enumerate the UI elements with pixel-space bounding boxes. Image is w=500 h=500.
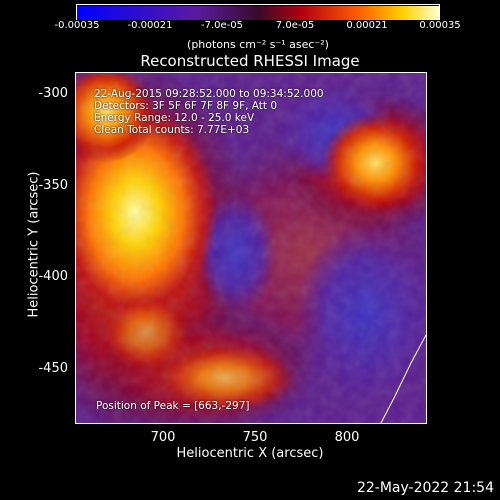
detectors-text: Detectors: 3F 5F 6F 7F 8F 9F, Att 0 [94,100,278,112]
plot-title: Reconstructed RHESSI Image [140,52,360,70]
y-axis-label: Heliocentric Y (arcsec) [26,171,42,318]
y-tick-label: -300 [38,86,68,101]
colorbar [76,4,440,20]
colorbar-tick-label: -0.00035 [54,20,100,31]
solar-limb-line [380,334,426,423]
x-axis-label: Heliocentric X (arcsec) [176,446,324,461]
energy-range-text: Energy Range: 12.0 - 25.0 keV [94,112,255,124]
clean-total-counts-text: Clean Total counts: 7.77E+03 [94,124,250,136]
observation-time-text: 22-Aug-2015 09:28:52.000 to 09:34:52.000 [94,88,324,100]
peak-position-text: Position of Peak = [663,-297] [96,400,250,412]
colorbar-tick-label: -7.0e-05 [201,20,243,31]
y-tick-label: -450 [38,361,68,376]
colorbar-tick-label: -0.00021 [127,20,173,31]
x-tick-label: 800 [334,430,360,445]
rhessi-heatmap [76,73,426,423]
render-timestamp: 22-May-2022 21:54 [356,480,494,496]
colorbar-units-label: (photons cm⁻² s⁻¹ asec⁻²) [187,38,329,51]
colorbar-gradient [77,6,439,20]
y-tick-label: -400 [38,269,68,284]
x-tick-label: 700 [150,430,176,445]
colorbar-tick-label: 0.00035 [419,20,461,31]
colorbar-tick-label: 0.00021 [346,20,388,31]
image-plot-area: 22-Aug-2015 09:28:52.000 to 09:34:52.000… [75,72,427,424]
x-tick-label: 750 [242,430,268,445]
colorbar-tick-label: 7.0e-05 [275,20,315,31]
y-tick-label: -350 [38,178,68,193]
